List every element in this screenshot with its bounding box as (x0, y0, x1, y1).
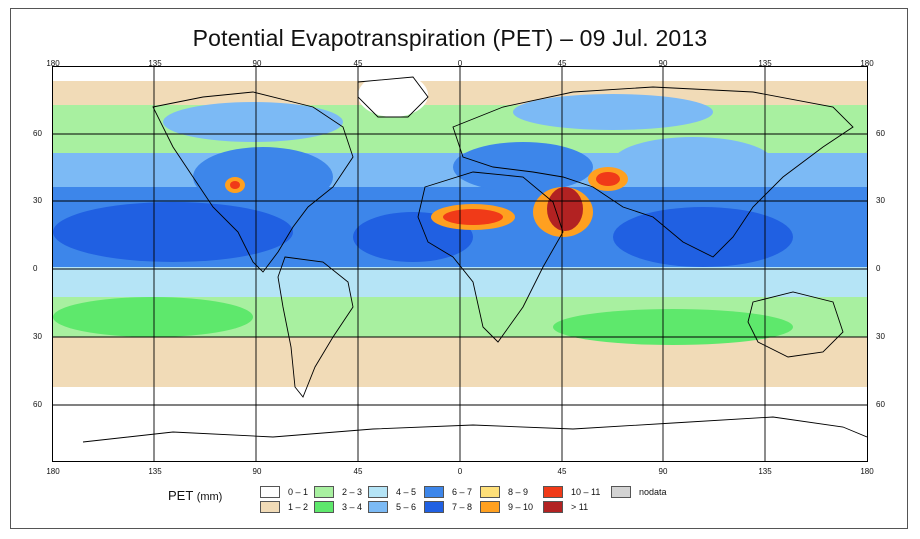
coastlines (82, 76, 867, 443)
lon-tick-top-4: 0 (457, 59, 463, 68)
patch-pacific-dark-blue (53, 202, 293, 262)
coast-australia (747, 291, 844, 358)
lon-tick-top-6: 90 (658, 59, 668, 68)
patch-iran-red (596, 172, 620, 186)
coast-south-america (277, 256, 354, 398)
legend-label: 8 – 9 (508, 487, 529, 497)
coast-africa (417, 171, 564, 343)
lon-tick-top-5: 45 (557, 59, 567, 68)
lon-tick-bottom-0: 180 (46, 467, 60, 476)
patch-siberia-blue (513, 94, 713, 130)
lat-tick-right-2: 0 (876, 264, 881, 273)
lon-tick-bottom-3: 45 (353, 467, 363, 476)
legend-swatch (480, 486, 500, 498)
coast-eurasia (452, 86, 854, 258)
legend-title-text: PET (168, 488, 194, 503)
legend-label: 3 – 4 (342, 502, 363, 512)
lat-tick-left-4: 60 (33, 400, 42, 409)
legend-label: nodata (639, 487, 667, 497)
legend-swatch (314, 486, 334, 498)
legend-label: 1 – 2 (288, 502, 309, 512)
lon-tick-bottom-5: 45 (557, 467, 567, 476)
lat-tick-right-3: 30 (876, 332, 885, 341)
patch-europe-blue (453, 142, 593, 192)
lat-tick-left-0: 60 (33, 129, 42, 138)
lon-tick-bottom-4: 0 (457, 467, 463, 476)
coast-north-america (152, 91, 354, 273)
legend-item-5-6: 5 – 6 (368, 501, 416, 513)
patch-asia-blue (613, 137, 773, 187)
lon-tick-bottom-2: 90 (252, 467, 262, 476)
legend-item-4-5: 4 – 5 (368, 486, 416, 498)
coast-antarctica (82, 416, 867, 443)
legend-label: 6 – 7 (452, 487, 473, 497)
patch-north-america-blue (193, 147, 333, 207)
legend-item-9-10: 9 – 10 (480, 501, 533, 513)
legend-label: 10 – 11 (571, 487, 601, 497)
legend-item-3-4: 3 – 4 (314, 501, 362, 513)
legend-swatch (611, 486, 631, 498)
legend-item-2-3: 2 – 3 (314, 486, 362, 498)
lon-tick-top-1: 135 (148, 59, 162, 68)
patch-south-pacific-green (53, 297, 253, 337)
legend-swatch (368, 501, 388, 513)
lat-tick-right-1: 30 (876, 196, 885, 205)
lat-tick-left-1: 30 (33, 196, 42, 205)
legend-item-0-1: 0 – 1 (260, 486, 308, 498)
patch-arabia-darkred (547, 187, 583, 231)
lon-tick-bottom-7: 135 (758, 467, 772, 476)
legend-label: 4 – 5 (396, 487, 417, 497)
lat-tick-left-3: 30 (33, 332, 42, 341)
legend-item-8-9: 8 – 9 (480, 486, 528, 498)
legend-item-7-8: 7 – 8 (424, 501, 472, 513)
lon-tick-bottom-6: 90 (658, 467, 668, 476)
legend-label: 9 – 10 (508, 502, 534, 512)
patch-us-southwest-red (230, 181, 240, 189)
legend-title: PET (mm) (168, 488, 222, 503)
legend-swatch (480, 501, 500, 513)
legend-unit: (mm) (196, 491, 223, 503)
patch-indian-dark-blue (613, 207, 793, 267)
patch-sahara-red (443, 209, 503, 225)
patch-greenland-white (358, 73, 428, 117)
graticule (53, 67, 867, 461)
lon-tick-top-2: 90 (252, 59, 262, 68)
lat-tick-left-2: 0 (33, 264, 38, 273)
legend-swatch (314, 501, 334, 513)
lon-tick-top-0: 180 (46, 59, 60, 68)
legend-swatch (368, 486, 388, 498)
figure-frame (10, 8, 908, 529)
lat-tick-right-4: 60 (876, 400, 885, 409)
legend-swatch (543, 486, 563, 498)
legend-item-1-2: 1 – 2 (260, 501, 308, 513)
legend-swatch (424, 486, 444, 498)
lon-tick-top-7: 135 (758, 59, 772, 68)
legend-swatch (260, 501, 280, 513)
lon-tick-top-3: 45 (353, 59, 363, 68)
lon-tick-bottom-8: 180 (860, 467, 874, 476)
map-title: Potential Evapotranspiration (PET) – 09 … (192, 25, 708, 51)
pet-patches (53, 73, 793, 345)
legend-label: 5 – 6 (396, 502, 417, 512)
legend-item-nodata: nodata (611, 486, 667, 498)
legend-swatch (543, 501, 563, 513)
legend-label: 7 – 8 (452, 502, 473, 512)
legend-item-gt-11: > 11 (543, 501, 588, 513)
legend-swatch (260, 486, 280, 498)
lon-tick-top-8: 180 (860, 59, 874, 68)
lon-tick-bottom-1: 135 (148, 467, 162, 476)
pet-world-map (52, 66, 868, 462)
legend-item-10-11: 10 – 11 (543, 486, 600, 498)
patch-canada-blue (163, 102, 343, 142)
lat-tick-right-0: 60 (876, 129, 885, 138)
legend-label: 2 – 3 (342, 487, 363, 497)
legend-label: > 11 (571, 502, 589, 512)
legend-swatch (424, 501, 444, 513)
legend-label: 0 – 1 (288, 487, 309, 497)
patch-south-indian-green (553, 309, 793, 345)
legend-item-6-7: 6 – 7 (424, 486, 472, 498)
